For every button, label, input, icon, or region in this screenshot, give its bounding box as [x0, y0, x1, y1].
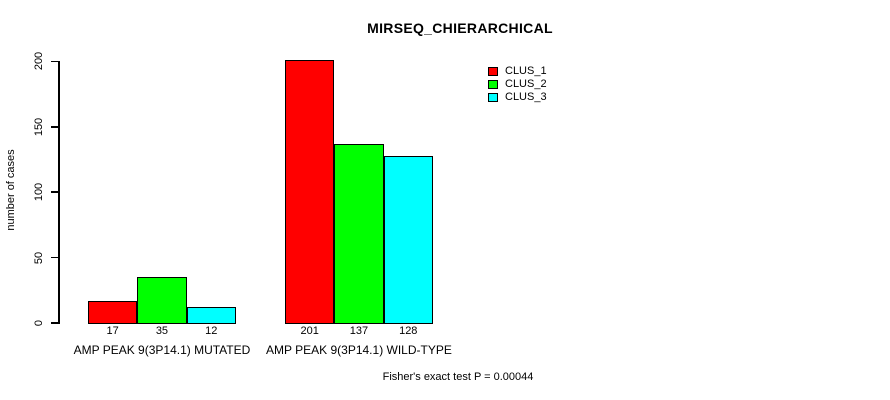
bar-value-label: 128: [399, 325, 418, 337]
bar-value-label: 12: [205, 325, 218, 337]
legend-row-clus_2: CLUS_2: [488, 78, 547, 91]
bar-clus_3-group2: [383, 155, 433, 324]
y-tick-label: 0: [33, 319, 45, 327]
y-tick-mark: [51, 256, 59, 259]
legend-row-clus_1: CLUS_1: [488, 65, 547, 78]
fisher-test-annotation: Fisher's exact test P = 0.00044: [382, 371, 534, 383]
y-tick-label: 200: [33, 52, 45, 71]
legend-label: CLUS_3: [505, 91, 547, 103]
bar-clus_2-group1: [137, 277, 187, 324]
legend-label: CLUS_1: [505, 65, 547, 77]
y-tick-mark: [51, 322, 59, 324]
x-category-label: AMP PEAK 9(3P14.1) MUTATED: [73, 343, 251, 357]
bar-clus_3-group1: [186, 307, 236, 324]
legend: CLUS_1 CLUS_2 CLUS_3: [488, 65, 547, 104]
bar-value-label: 201: [300, 325, 319, 337]
y-tick-label: 100: [33, 183, 45, 202]
legend-label: CLUS_2: [505, 78, 547, 90]
y-tick-mark: [51, 191, 59, 193]
y-axis-title: number of cases: [5, 149, 17, 231]
legend-swatch-icon: [488, 93, 498, 102]
x-category-label: AMP PEAK 9(3P14.1) WILD-TYPE: [266, 343, 452, 357]
legend-swatch-icon: [488, 67, 498, 76]
bar-clus_1-group2: [285, 60, 335, 324]
legend-swatch-icon: [488, 80, 498, 89]
bar-clus_1-group1: [88, 300, 138, 324]
y-tick-label: 50: [33, 251, 45, 264]
legend-row-clus_3: CLUS_3: [488, 91, 547, 104]
y-tick-label: 150: [33, 117, 45, 136]
y-tick-mark: [51, 60, 59, 63]
chart-title: MIRSEQ_CHIERARCHICAL: [367, 20, 553, 36]
bar-value-label: 17: [106, 325, 119, 337]
bar-clus_2-group2: [334, 143, 384, 324]
bar-value-label: 137: [349, 325, 369, 337]
bar-value-label: 35: [155, 325, 169, 337]
y-tick-mark: [51, 126, 59, 128]
